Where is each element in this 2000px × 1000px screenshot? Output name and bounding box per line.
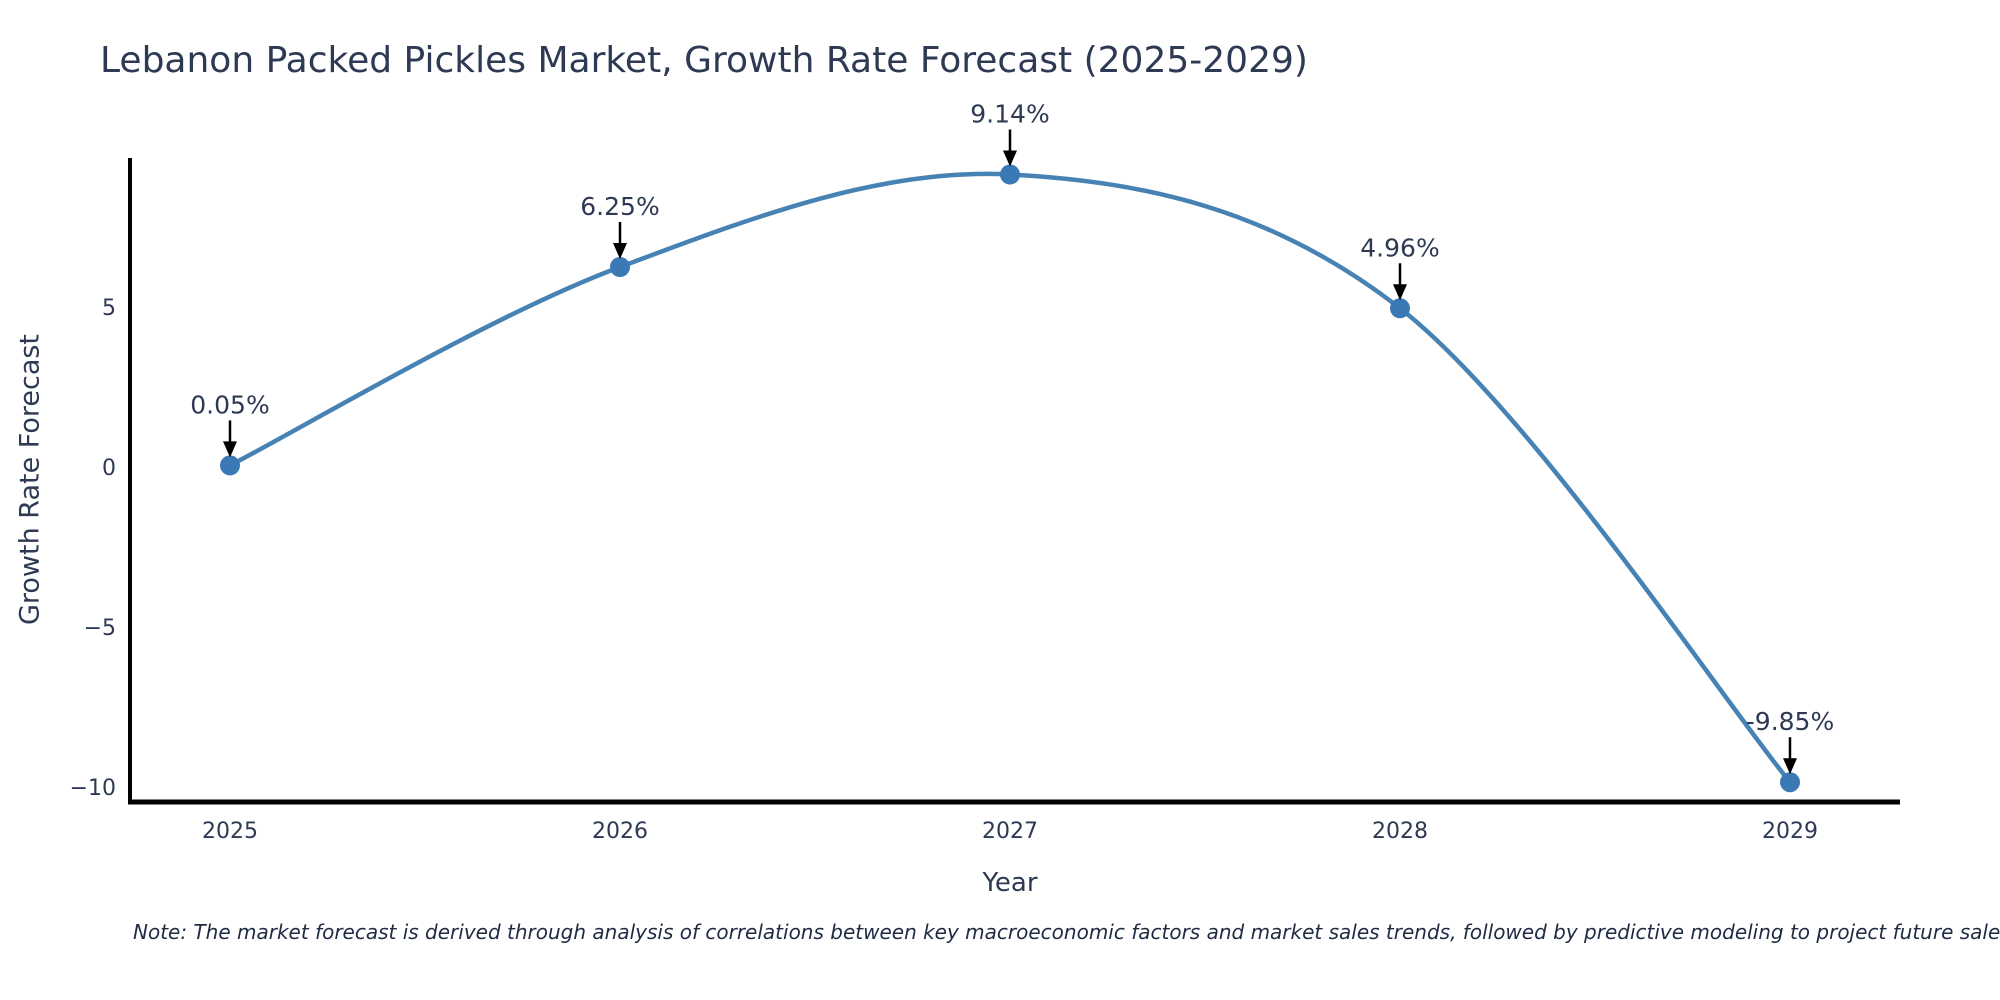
x-tick-label: 2027 [982,819,1038,844]
annotation-arrowhead [1783,758,1797,775]
annotation-arrowhead [1003,150,1017,167]
footnote: Note: The market forecast is derived thr… [133,920,2000,944]
point-value-label: -9.85% [1746,707,1834,736]
x-tick-label: 2025 [202,819,258,844]
point-value-label: 0.05% [190,390,269,419]
chart-title: Lebanon Packed Pickles Market, Growth Ra… [100,40,1308,81]
point-value-label: 6.25% [580,192,659,221]
data-point-2026 [610,257,630,277]
annotation-arrowhead [613,243,627,259]
point-value-label: 9.14% [970,100,1049,129]
x-tick-label: 2028 [1372,819,1428,844]
x-axis-label: Year [982,868,1038,898]
data-point-2027 [1000,164,1020,185]
annotation-arrowhead [1393,284,1407,301]
y-tick-label: −5 [84,616,116,641]
y-tick-label: 5 [102,296,116,321]
x-tick-label: 2026 [592,819,648,844]
y-tick-label: −10 [70,776,116,801]
y-tick-label: 0 [102,456,116,481]
data-point-2028 [1390,298,1410,319]
data-point-2029 [1780,772,1800,793]
forecast-line [227,171,1793,785]
data-point-2025 [220,455,240,476]
annotation-arrowhead [223,441,237,458]
point-value-label: 4.96% [1360,233,1439,262]
x-tick-label: 2029 [1762,819,1818,844]
